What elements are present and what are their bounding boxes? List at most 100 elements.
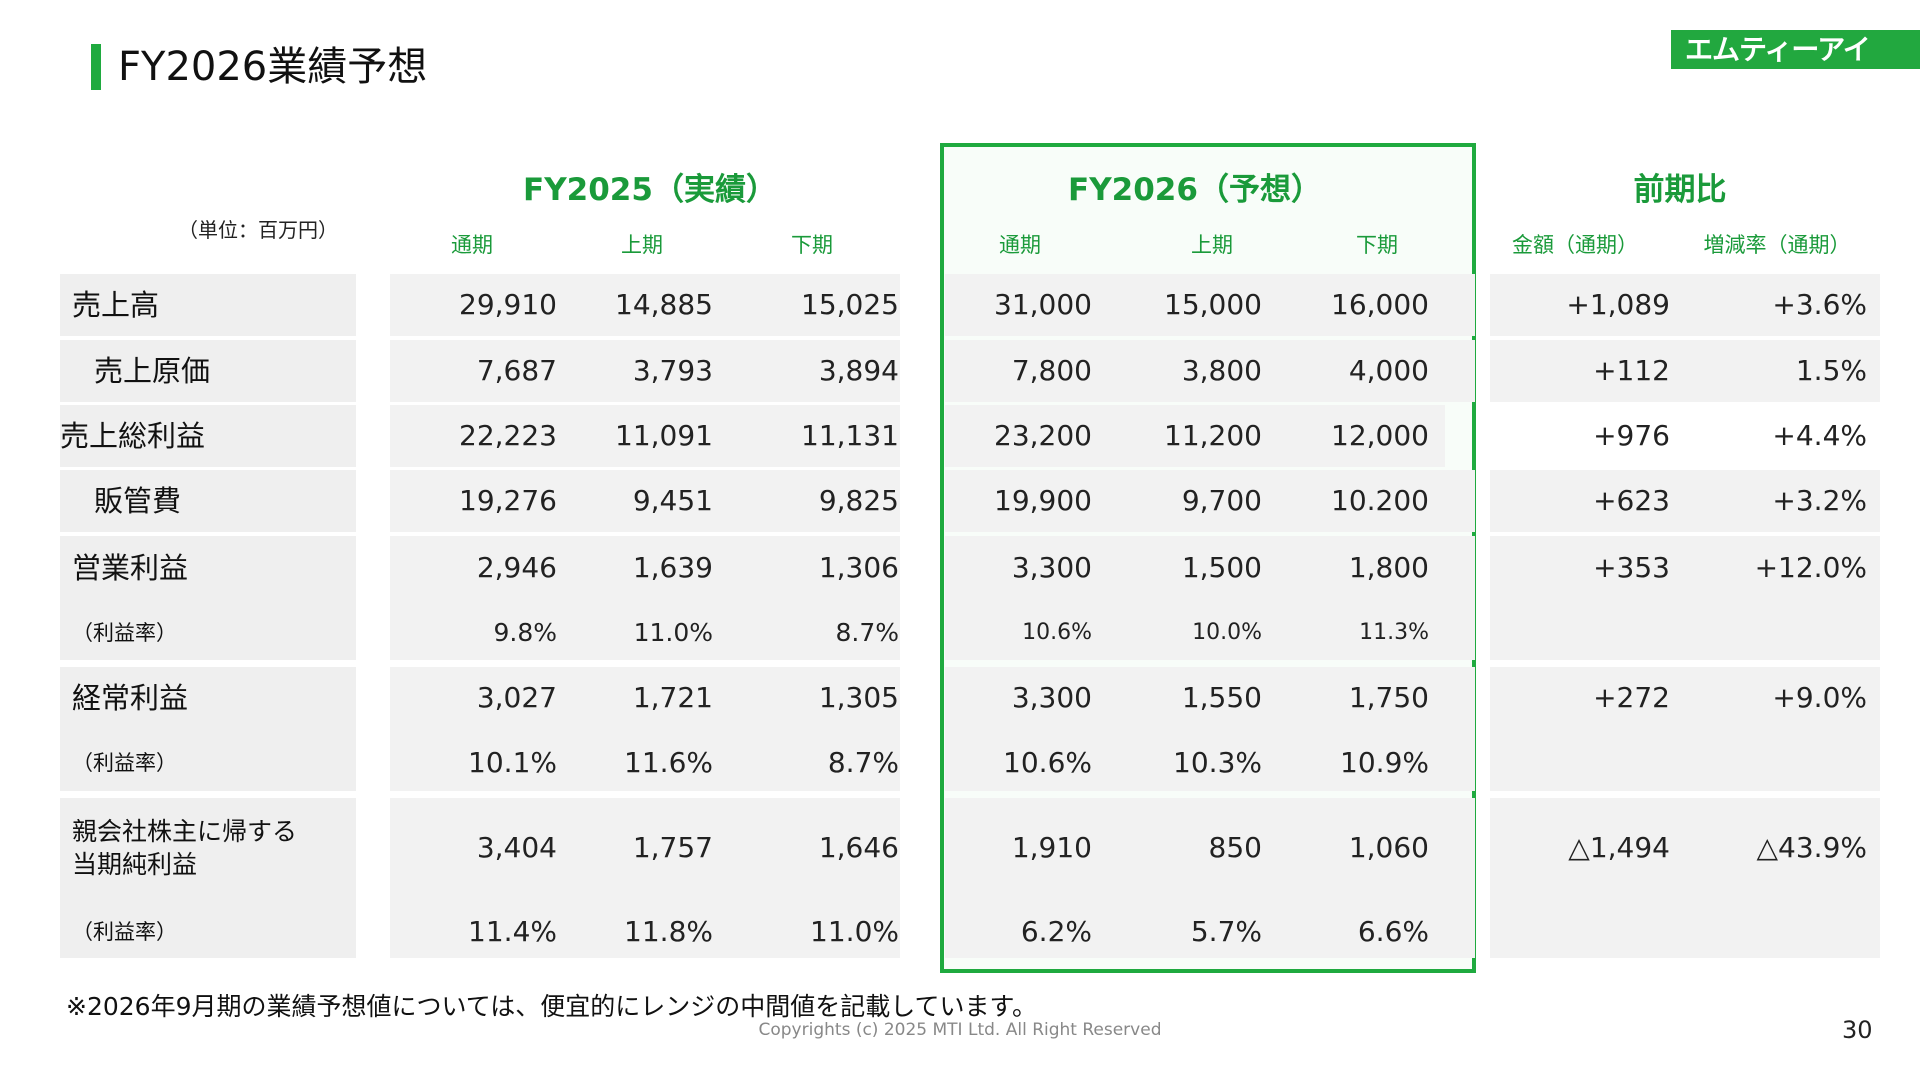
value-cell: +3.2% [1772,484,1867,517]
column-subheader: 下期 [791,233,833,257]
value-cell: +112 [1593,354,1670,387]
value-cell: 3,800 [1181,354,1262,387]
margin-value: 11.3% [1359,620,1429,645]
value-cell: 1,639 [632,551,713,584]
value-cell: +1,089 [1566,288,1670,321]
value-cell: 11,091 [615,419,713,452]
row-label-cell [60,667,356,791]
value-cell: 1,550 [1181,681,1262,714]
margin-value: 10.6% [1003,746,1092,779]
value-cell: 1.5% [1795,354,1867,387]
margin-value: 10.1% [468,746,557,779]
value-cell: 1,305 [818,681,899,714]
margin-value: 11.6% [624,746,713,779]
value-cell: 11,131 [801,419,899,452]
value-cell: △1,494 [1568,831,1670,864]
value-cell: 1,757 [632,831,713,864]
page-title: FY2026業績予想 [118,44,428,90]
margin-label: （利益率） [72,920,177,944]
row-background [390,405,900,467]
margin-value: 6.6% [1357,915,1429,948]
row-background [1490,798,1880,958]
margin-value: 8.7% [835,618,899,647]
value-cell: 4,000 [1348,354,1429,387]
value-cell: 1,060 [1348,831,1429,864]
value-cell: 23,200 [994,419,1092,452]
row-background [945,274,1475,336]
value-cell: 3,300 [1011,681,1092,714]
value-cell: 9,825 [818,484,899,517]
value-cell: +3.6% [1772,288,1867,321]
value-cell: 29,910 [459,288,557,321]
row-background [945,470,1475,532]
value-cell: +976 [1593,419,1670,452]
column-subheader: 増減率（通期） [1703,233,1851,257]
row-background [945,340,1475,402]
row-label-cell [60,274,356,336]
value-cell: 1,646 [818,831,899,864]
margin-value: 11.0% [810,915,899,948]
margin-label: （利益率） [72,621,177,645]
margin-value: 10.6% [1022,620,1092,645]
value-cell: +4.4% [1772,419,1867,452]
row-background [1490,667,1880,791]
margin-label: （利益率） [72,751,177,775]
page-number: 30 [1842,1016,1873,1044]
value-cell: 7,687 [476,354,557,387]
value-cell: +353 [1593,551,1670,584]
value-cell: 1,910 [1011,831,1092,864]
row-background [390,667,900,791]
value-cell: 7,800 [1011,354,1092,387]
row-background [390,340,900,402]
margin-value: 8.7% [827,746,899,779]
row-label: 親会社株主に帰する 当期純利益 [72,817,298,879]
row-background [945,536,1475,660]
value-cell: 2,946 [476,551,557,584]
row-label-cell [60,536,356,660]
margin-value: 11.4% [468,915,557,948]
value-cell: 22,223 [459,419,557,452]
value-cell: 9,451 [632,484,713,517]
margin-value: 10.9% [1340,746,1429,779]
row-label: 売上原価 [94,354,211,388]
column-subheader: 通期 [999,233,1041,257]
value-cell: +623 [1593,484,1670,517]
value-cell: 15,025 [801,288,899,321]
row-background [1490,274,1880,336]
value-cell: 1,306 [818,551,899,584]
row-label-cell [60,340,356,402]
value-cell: 9,700 [1181,484,1262,517]
margin-value: 10.3% [1173,746,1262,779]
column-subheader: 下期 [1356,233,1398,257]
column-subheader: 金額（通期） [1512,233,1638,257]
value-cell: 1,750 [1348,681,1429,714]
value-cell: 16,000 [1331,288,1429,321]
row-background [390,536,900,660]
row-label-cell [60,798,356,958]
margin-value: 11.0% [633,618,713,647]
row-background [945,798,1475,958]
row-background [390,798,900,958]
column-subheader: 上期 [621,233,663,257]
group-header-yoy: 前期比 [1633,172,1727,208]
value-cell: 3,793 [632,354,713,387]
margin-value: 5.7% [1190,915,1262,948]
value-cell: 10.200 [1331,484,1429,517]
value-cell: +272 [1593,681,1670,714]
group-header-fy2025: FY2025（実績） [523,172,777,208]
value-cell: +12.0% [1754,551,1867,584]
row-background [390,470,900,532]
value-cell: 3,404 [476,831,557,864]
value-cell: 3,894 [818,354,899,387]
column-subheader: 通期 [451,233,493,257]
value-cell: 3,027 [476,681,557,714]
margin-value: 10.0% [1192,620,1262,645]
row-label: 経常利益 [72,681,189,715]
value-cell: 12,000 [1331,419,1429,452]
column-subheader: 上期 [1191,233,1233,257]
row-background [945,667,1475,791]
value-cell: 1,500 [1181,551,1262,584]
row-label-cell [60,470,356,532]
value-cell: 31,000 [994,288,1092,321]
row-background [1490,470,1880,532]
